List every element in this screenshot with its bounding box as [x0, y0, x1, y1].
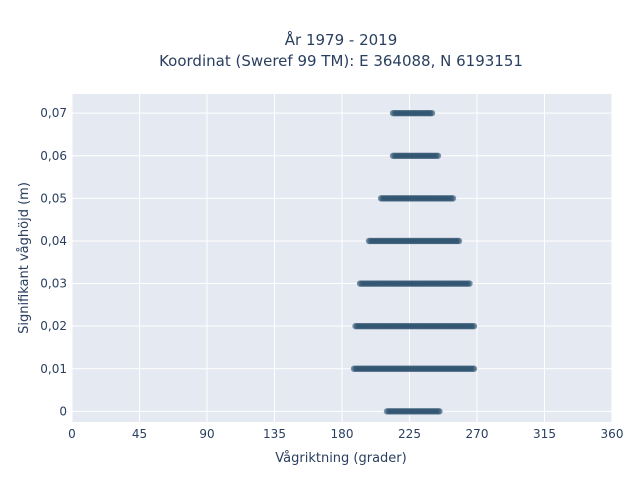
x-tick-label: 45: [132, 427, 147, 441]
y-axis-label: Signifikant våghöjd (m): [17, 182, 32, 334]
data-point: [449, 195, 457, 202]
x-axis-label: Vågriktning (grader): [275, 451, 406, 466]
data-point: [470, 365, 478, 372]
y-tick-label: 0,04: [40, 234, 67, 248]
data-point: [436, 408, 443, 415]
y-tick-label: 0,01: [40, 362, 67, 376]
y-tick-label: 0,06: [40, 149, 67, 163]
data-point: [434, 152, 442, 159]
x-tick-label: 315: [533, 427, 556, 441]
data-point: [466, 280, 473, 287]
y-tick-label: 0,07: [40, 106, 67, 120]
data-points: [350, 109, 478, 415]
y-tick-label: 0,02: [40, 319, 67, 333]
x-tick-labels: 0 45 90 135 180 225 270 315 360: [68, 427, 623, 441]
y-tick-label: 0: [59, 404, 67, 418]
grid-lines: [71, 94, 613, 422]
y-tick-labels: 0 0,01 0,02 0,03 0,04 0,05 0,06 0,07: [40, 106, 67, 418]
data-point: [455, 237, 463, 245]
x-tick-label: 270: [466, 427, 489, 441]
y-tick-label: 0,03: [40, 277, 67, 291]
y-tick-label: 0,05: [40, 191, 67, 205]
x-tick-label: 0: [68, 427, 76, 441]
chart-title-line2: Koordinat (Sweref 99 TM): E 364088, N 61…: [159, 52, 523, 70]
x-tick-label: 360: [601, 427, 624, 441]
data-point: [470, 322, 478, 330]
chart-title-line1: År 1979 - 2019: [285, 30, 398, 49]
x-tick-label: 225: [398, 427, 421, 441]
x-tick-label: 90: [199, 427, 214, 441]
x-tick-label: 180: [331, 427, 354, 441]
data-point: [428, 109, 436, 117]
x-tick-label: 135: [263, 427, 286, 441]
